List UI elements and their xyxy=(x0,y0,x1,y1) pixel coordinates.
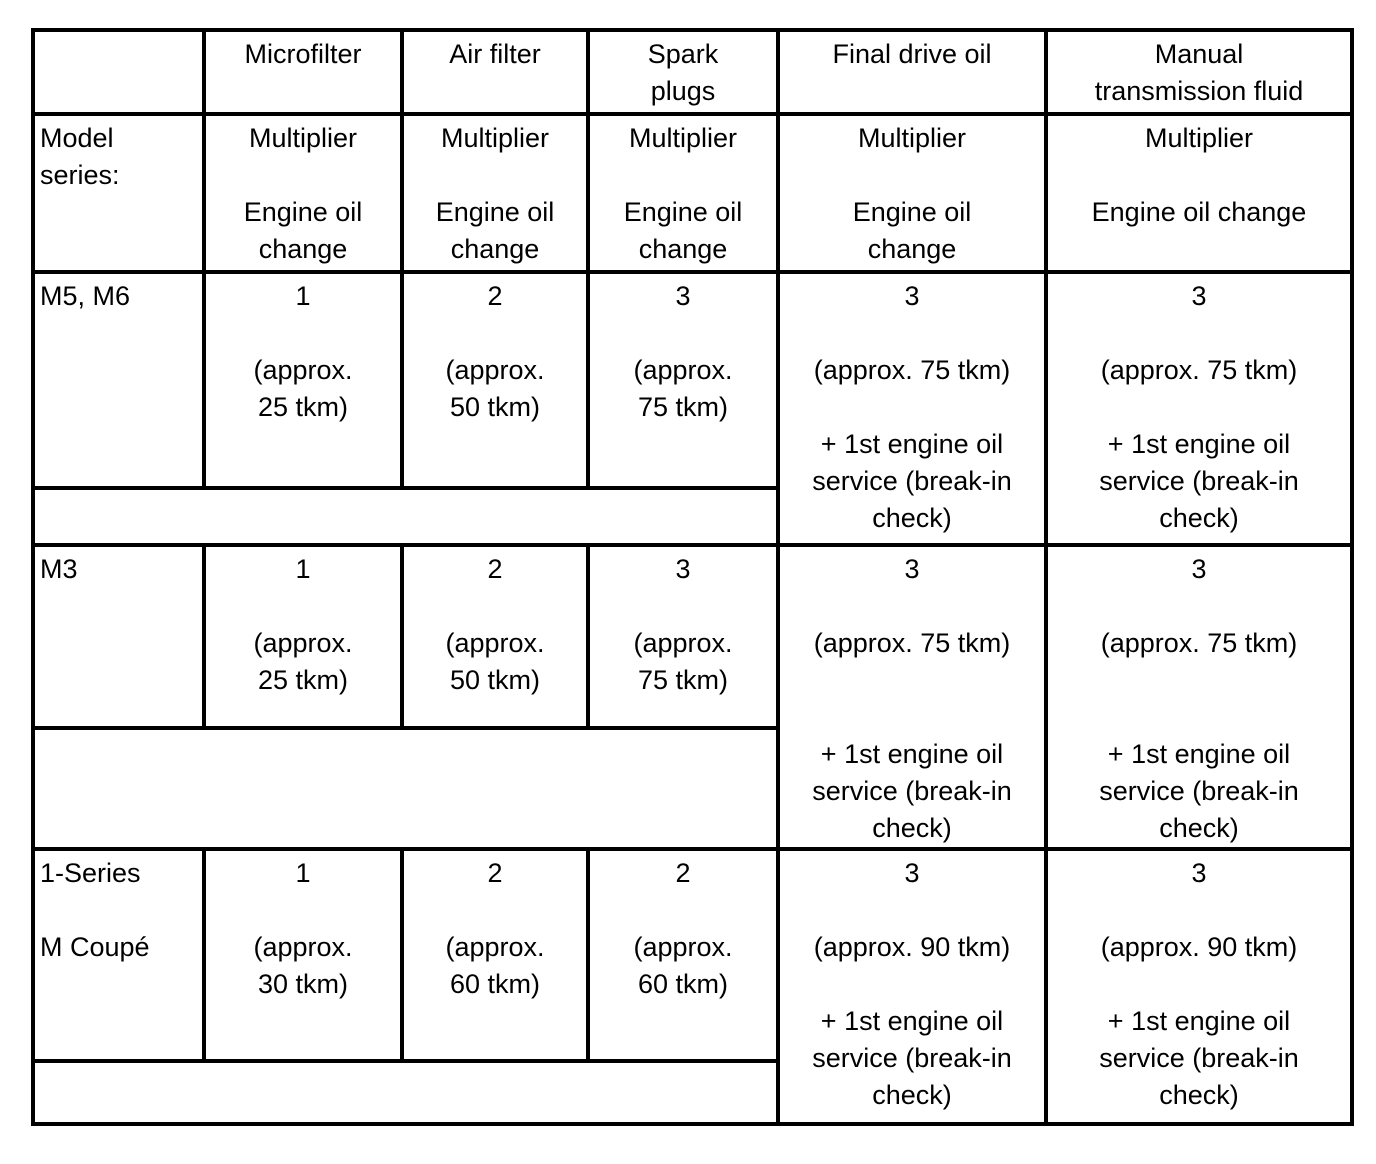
cell-m5m6-manual-transmission-fluid: 3 (approx. 75 tkm) + 1st engine oil serv… xyxy=(1044,270,1354,547)
cell-m3-manual-transmission-fluid: 3 (approx. 75 tkm) + 1st engine oil serv… xyxy=(1044,543,1354,851)
row-m5m6: M5, M6 1 (approx. 25 tkm) 2 (approx. 50 … xyxy=(31,270,1354,547)
cell-m5m6-spark-plugs: 3 (approx. 75 tkm) xyxy=(586,270,780,490)
col-header-final-drive-oil: Final drive oil xyxy=(776,28,1048,116)
cell-coupe-microfilter: 1 (approx. 30 tkm) xyxy=(202,847,404,1063)
spacer-row-m5m6 xyxy=(31,486,1352,547)
row-m3: M3 1 (approx. 25 tkm) 2 (approx. 50 tkm)… xyxy=(31,542,1354,851)
cell-coupe-air-filter: 2 (approx. 60 tkm) xyxy=(400,847,590,1063)
cell-coupe-manual-transmission-fluid: 3 (approx. 90 tkm) + 1st engine oil serv… xyxy=(1044,847,1354,1126)
col-header-manual-transmission-fluid: Manual transmission fluid xyxy=(1044,28,1354,116)
cell-m3-microfilter: 1 (approx. 25 tkm) xyxy=(202,542,404,731)
model-series-label: Model series: xyxy=(31,112,206,274)
cell-m5m6-final-drive-oil: 3 (approx. 75 tkm) + 1st engine oil serv… xyxy=(776,270,1048,547)
cell-coupe-final-drive-oil: 3 (approx. 90 tkm) + 1st engine oil serv… xyxy=(776,847,1048,1126)
subheader-spark-plugs: Multiplier Engine oil change xyxy=(586,112,780,274)
spacer-row-1series-m-coupe xyxy=(31,1059,1352,1126)
header-row: Microfilter Air filter Spark plugs Final… xyxy=(31,28,1354,116)
cell-m3-air-filter: 2 (approx. 50 tkm) xyxy=(400,542,590,731)
cell-m5m6-microfilter: 1 (approx. 25 tkm) xyxy=(202,270,404,490)
cell-m3-spark-plugs: 3 (approx. 75 tkm) xyxy=(586,542,780,731)
cell-m5m6-air-filter: 2 (approx. 50 tkm) xyxy=(400,270,590,490)
row-label-1series-m-coupe: 1-Series M Coupé xyxy=(31,847,206,1063)
row-label-m5m6: M5, M6 xyxy=(31,270,206,490)
col-header-microfilter: Microfilter xyxy=(202,28,404,116)
cell-m3-final-drive-oil: 3 (approx. 75 tkm) + 1st engine oil serv… xyxy=(776,543,1048,851)
subheader-manual-transmission-fluid: Multiplier Engine oil change xyxy=(1044,112,1354,274)
col-header-spark-plugs: Spark plugs xyxy=(586,28,780,116)
row-label-m3: M3 xyxy=(31,542,206,731)
subheader-air-filter: Multiplier Engine oil change xyxy=(400,112,590,274)
spacer-cell-1series-m-coupe xyxy=(31,1059,780,1126)
row-1series-m-coupe: 1-Series M Coupé 1 (approx. 30 tkm) 2 (a… xyxy=(31,847,1354,1126)
subheader-row: Model series: Multiplier Engine oil chan… xyxy=(31,112,1354,274)
corner-cell xyxy=(31,28,206,116)
col-header-air-filter: Air filter xyxy=(400,28,590,116)
maintenance-multiplier-table: Microfilter Air filter Spark plugs Final… xyxy=(31,28,1354,1126)
cell-coupe-spark-plugs: 2 (approx. 60 tkm) xyxy=(586,847,780,1063)
subheader-microfilter: Multiplier Engine oil change xyxy=(202,112,404,274)
spacer-cell-m5m6 xyxy=(31,486,780,547)
subheader-final-drive-oil: Multiplier Engine oil change xyxy=(776,112,1048,274)
spacer-row-m3 xyxy=(31,726,1352,851)
document-page: { "colors": { "ink": "#000000", "paper":… xyxy=(0,28,1376,1164)
spacer-cell-m3 xyxy=(31,726,780,851)
